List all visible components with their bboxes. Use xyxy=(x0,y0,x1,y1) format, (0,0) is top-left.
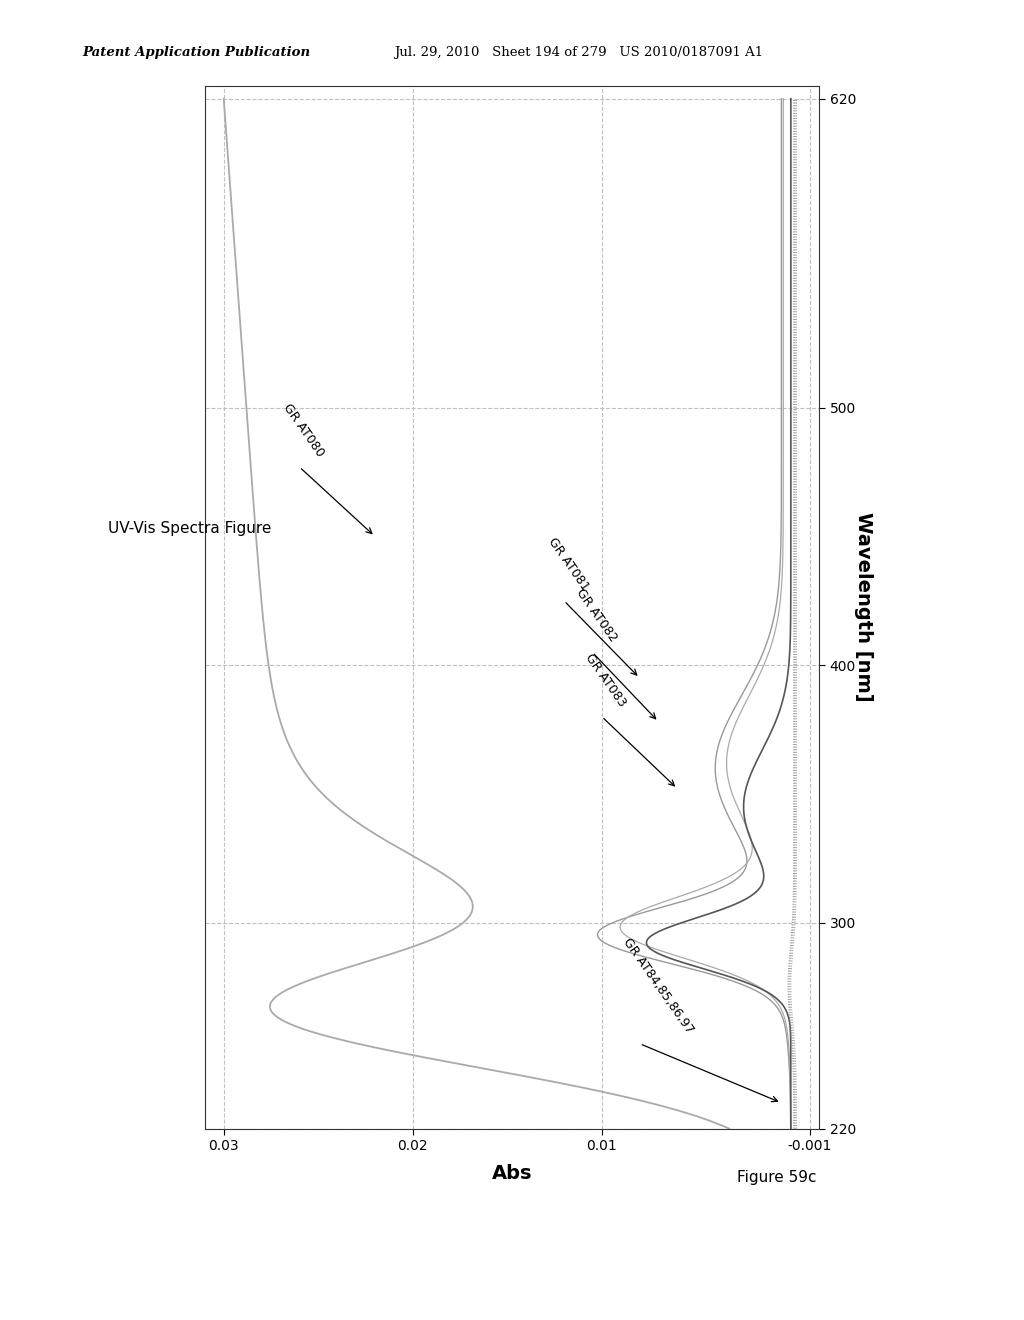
Text: Jul. 29, 2010   Sheet 194 of 279   US 2010/0187091 A1: Jul. 29, 2010 Sheet 194 of 279 US 2010/0… xyxy=(394,46,763,59)
Text: GR AT082: GR AT082 xyxy=(573,586,620,644)
Text: GR AT84,85,86,97: GR AT84,85,86,97 xyxy=(621,936,696,1036)
Text: GR AT083: GR AT083 xyxy=(583,651,629,709)
X-axis label: Abs: Abs xyxy=(492,1164,532,1183)
Y-axis label: Wavelength [nm]: Wavelength [nm] xyxy=(854,512,872,702)
Text: UV-Vis Spectra Figure: UV-Vis Spectra Figure xyxy=(108,520,271,536)
Text: Patent Application Publication: Patent Application Publication xyxy=(82,46,310,59)
Text: Figure 59c: Figure 59c xyxy=(737,1170,817,1185)
Text: GR AT081: GR AT081 xyxy=(545,535,591,593)
Text: GR AT080: GR AT080 xyxy=(281,401,327,459)
